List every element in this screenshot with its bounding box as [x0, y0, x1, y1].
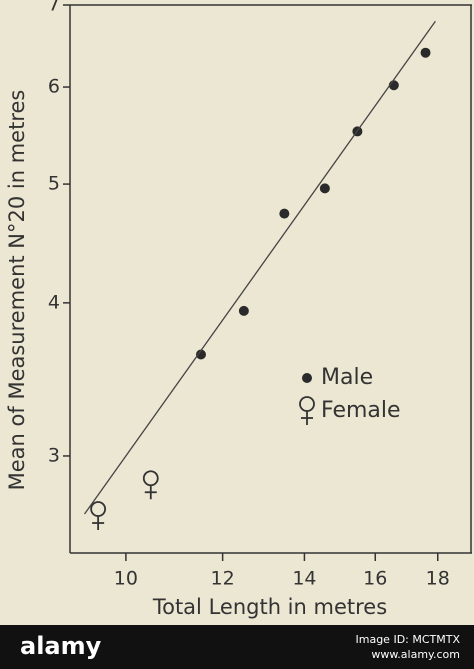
y-tick-label: 5 [48, 173, 60, 195]
legend-label: Female [321, 398, 401, 423]
x-tick-label: 10 [114, 568, 138, 590]
x-tick-label: 12 [211, 568, 235, 590]
female-point [90, 501, 107, 531]
watermark-url: www.alamy.com [371, 648, 460, 661]
watermark-bar [0, 625, 474, 669]
y-tick-label: 3 [48, 444, 60, 466]
x-tick-label: 14 [292, 568, 316, 590]
watermark-brand: alamy [20, 632, 102, 660]
y-tick-label: 4 [48, 291, 60, 313]
male-point [195, 349, 206, 360]
legend-marker [302, 373, 312, 383]
legend-label: Male [321, 365, 373, 390]
y-tick-label: 6 [48, 76, 60, 98]
female-point [142, 470, 159, 500]
x-tick-label: 16 [363, 568, 387, 590]
male-point [420, 47, 431, 58]
x-axis-label: Total Length in metres [152, 595, 387, 619]
male-point [279, 208, 290, 219]
y-tick-label: 7 [48, 0, 60, 16]
y-axis-label: Mean of Measurement N°20 in metres [5, 90, 29, 491]
legend-marker [299, 396, 315, 425]
female-ring [142, 470, 159, 487]
female-ring [299, 396, 315, 412]
male-point [319, 183, 330, 194]
male-point [238, 305, 249, 316]
female-ring [90, 501, 107, 517]
x-tick-label: 18 [426, 568, 450, 590]
fit-line [84, 20, 436, 515]
watermark-id: Image ID: MCTMTX [356, 633, 461, 646]
